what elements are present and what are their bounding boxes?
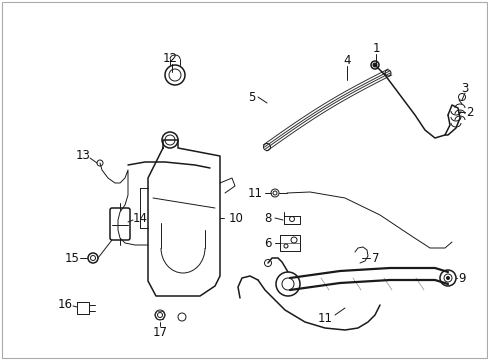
Text: 6: 6 xyxy=(264,237,271,249)
Text: 12: 12 xyxy=(162,51,177,64)
Text: 8: 8 xyxy=(264,212,271,225)
Ellipse shape xyxy=(372,63,376,67)
Text: 7: 7 xyxy=(371,252,379,265)
Text: 4: 4 xyxy=(343,54,350,67)
Text: 15: 15 xyxy=(64,252,79,265)
Text: 11: 11 xyxy=(317,311,332,324)
Text: 1: 1 xyxy=(371,41,379,54)
Text: 10: 10 xyxy=(228,212,243,225)
Text: 17: 17 xyxy=(152,325,167,338)
Text: 11: 11 xyxy=(247,186,262,199)
Text: 2: 2 xyxy=(465,105,473,118)
Text: 3: 3 xyxy=(460,81,468,95)
Text: 16: 16 xyxy=(58,298,72,311)
Text: 13: 13 xyxy=(76,149,90,162)
Text: 9: 9 xyxy=(457,271,465,284)
Ellipse shape xyxy=(446,276,448,279)
Text: 5: 5 xyxy=(248,90,255,104)
Text: 14: 14 xyxy=(132,212,147,225)
